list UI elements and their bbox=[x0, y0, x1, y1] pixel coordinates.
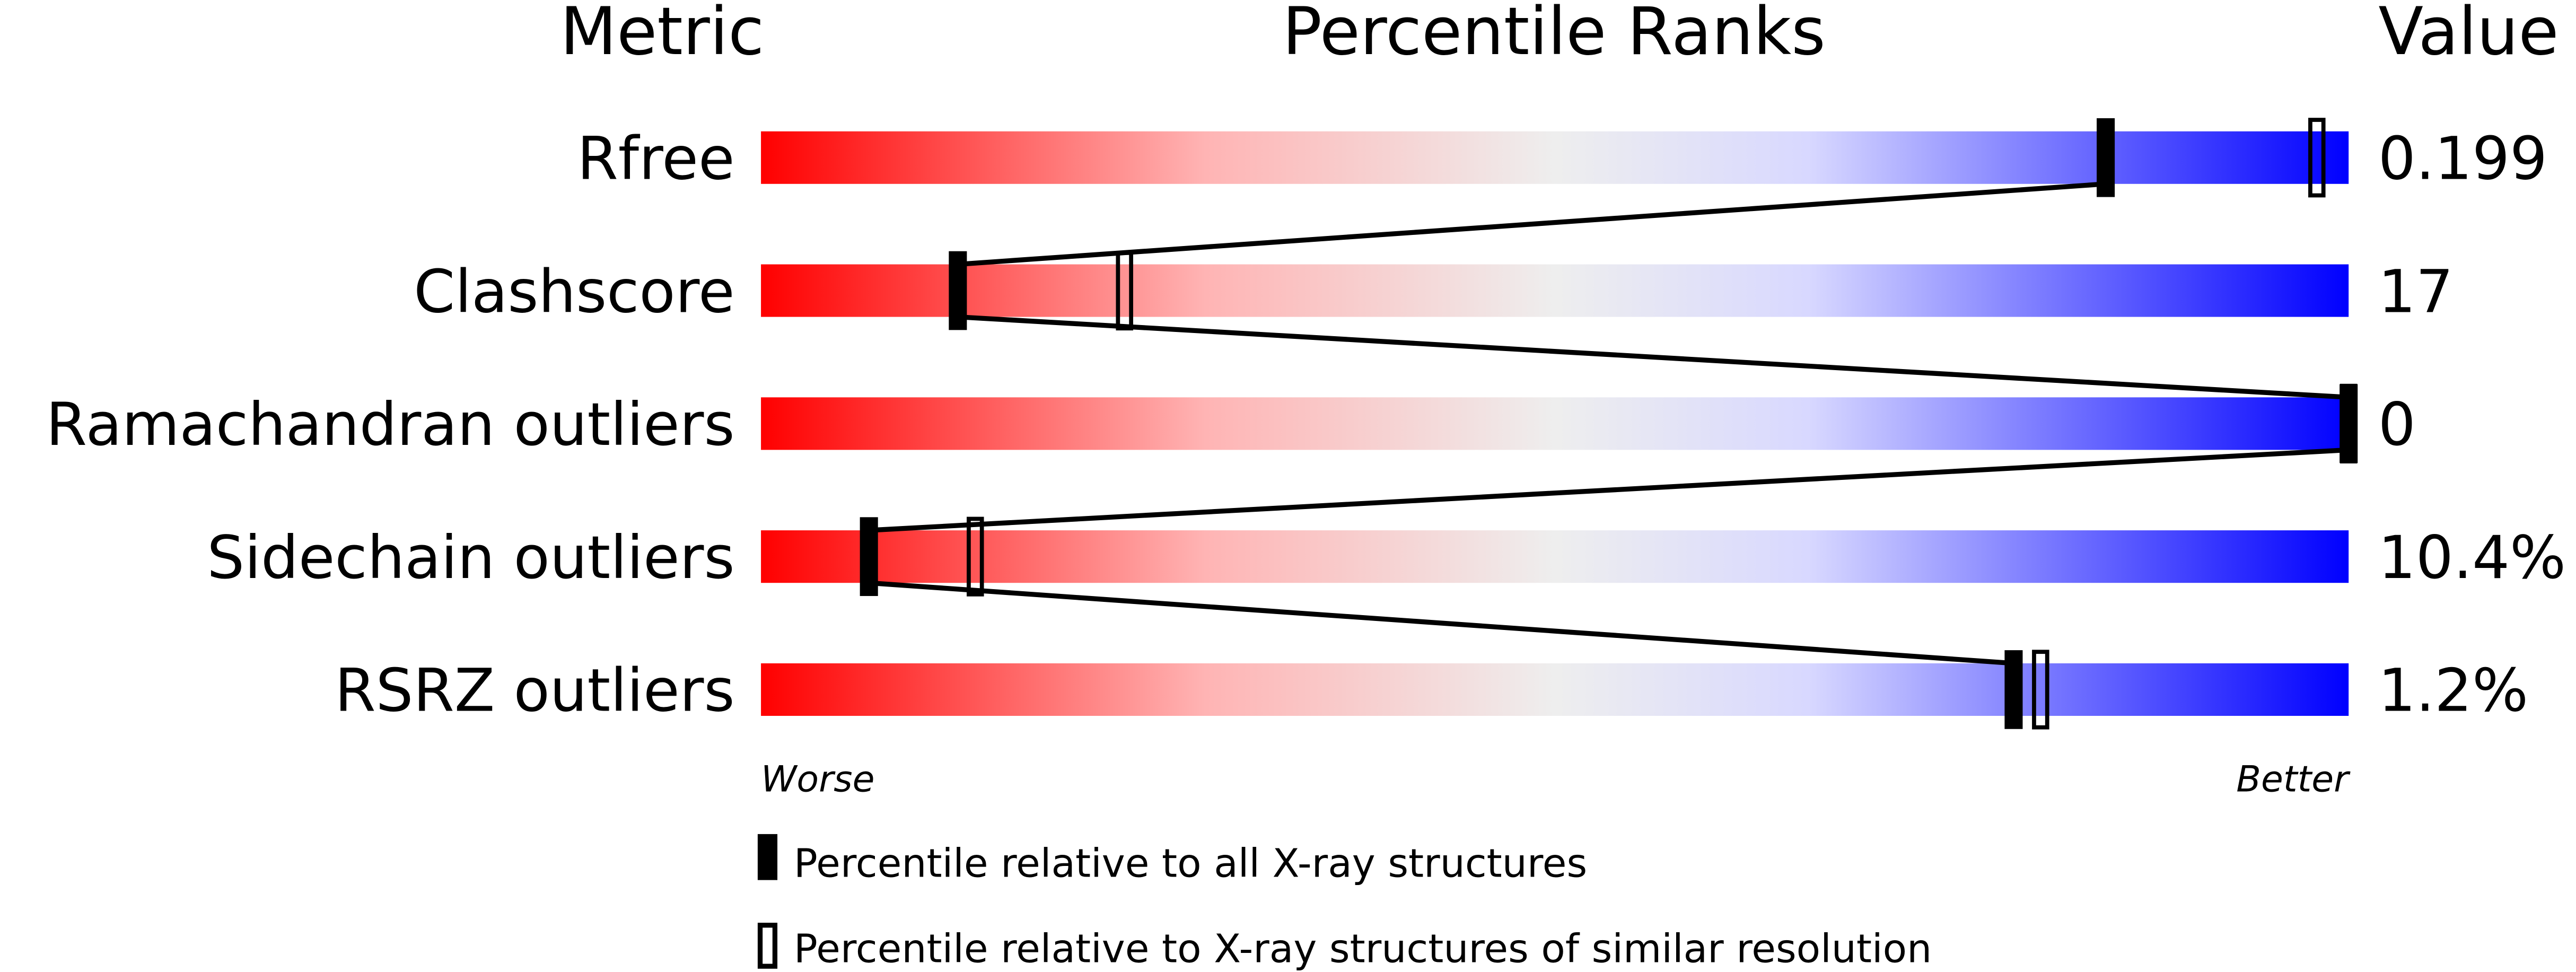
percentile-bar bbox=[761, 264, 2349, 317]
metric-label: Rfree bbox=[577, 125, 734, 193]
marker-similar-resolution bbox=[967, 516, 984, 597]
marker-similar-resolution bbox=[1116, 250, 1133, 331]
header-metric: Metric bbox=[560, 0, 764, 70]
percentile-bar bbox=[761, 530, 2349, 583]
header-percentile-ranks: Percentile Ranks bbox=[1282, 0, 1825, 70]
metric-label: RSRZ outliers bbox=[335, 657, 734, 725]
marker-similar-resolution bbox=[2308, 118, 2326, 198]
marker-all-structures bbox=[2097, 118, 2115, 197]
legend-similar-label: Percentile relative to X-ray structures … bbox=[794, 925, 1932, 971]
percentile-bar bbox=[761, 397, 2349, 450]
better-label: Better bbox=[2236, 758, 2351, 800]
connector-line bbox=[869, 580, 2014, 666]
marker-all-structures bbox=[860, 517, 878, 596]
metric-value: 17 bbox=[2378, 258, 2454, 326]
legend-filled-marker-icon bbox=[757, 834, 778, 880]
metric-value: 0 bbox=[2378, 391, 2416, 459]
marker-all-structures bbox=[949, 251, 967, 330]
metric-label: Sidechain outliers bbox=[207, 524, 734, 592]
connector-line bbox=[958, 314, 2349, 400]
worse-label: Worse bbox=[761, 758, 874, 800]
legend-open-marker-icon bbox=[757, 923, 778, 969]
percentile-bar bbox=[761, 131, 2349, 184]
percentile-bar bbox=[761, 663, 2349, 716]
metric-value: 1.2% bbox=[2378, 657, 2528, 725]
marker-all-structures bbox=[2004, 650, 2023, 729]
header-value: Value bbox=[2378, 0, 2559, 70]
connector-line bbox=[958, 181, 2106, 267]
legend-all-label: Percentile relative to all X-ray structu… bbox=[794, 840, 1587, 886]
marker-all-structures bbox=[2340, 384, 2358, 463]
metric-value: 0.199 bbox=[2378, 125, 2547, 193]
metric-label: Ramachandran outliers bbox=[46, 391, 735, 459]
connector-line bbox=[869, 447, 2349, 533]
metric-value: 10.4% bbox=[2378, 524, 2566, 592]
marker-similar-resolution bbox=[2032, 650, 2049, 730]
metric-label: Clashscore bbox=[414, 258, 734, 326]
